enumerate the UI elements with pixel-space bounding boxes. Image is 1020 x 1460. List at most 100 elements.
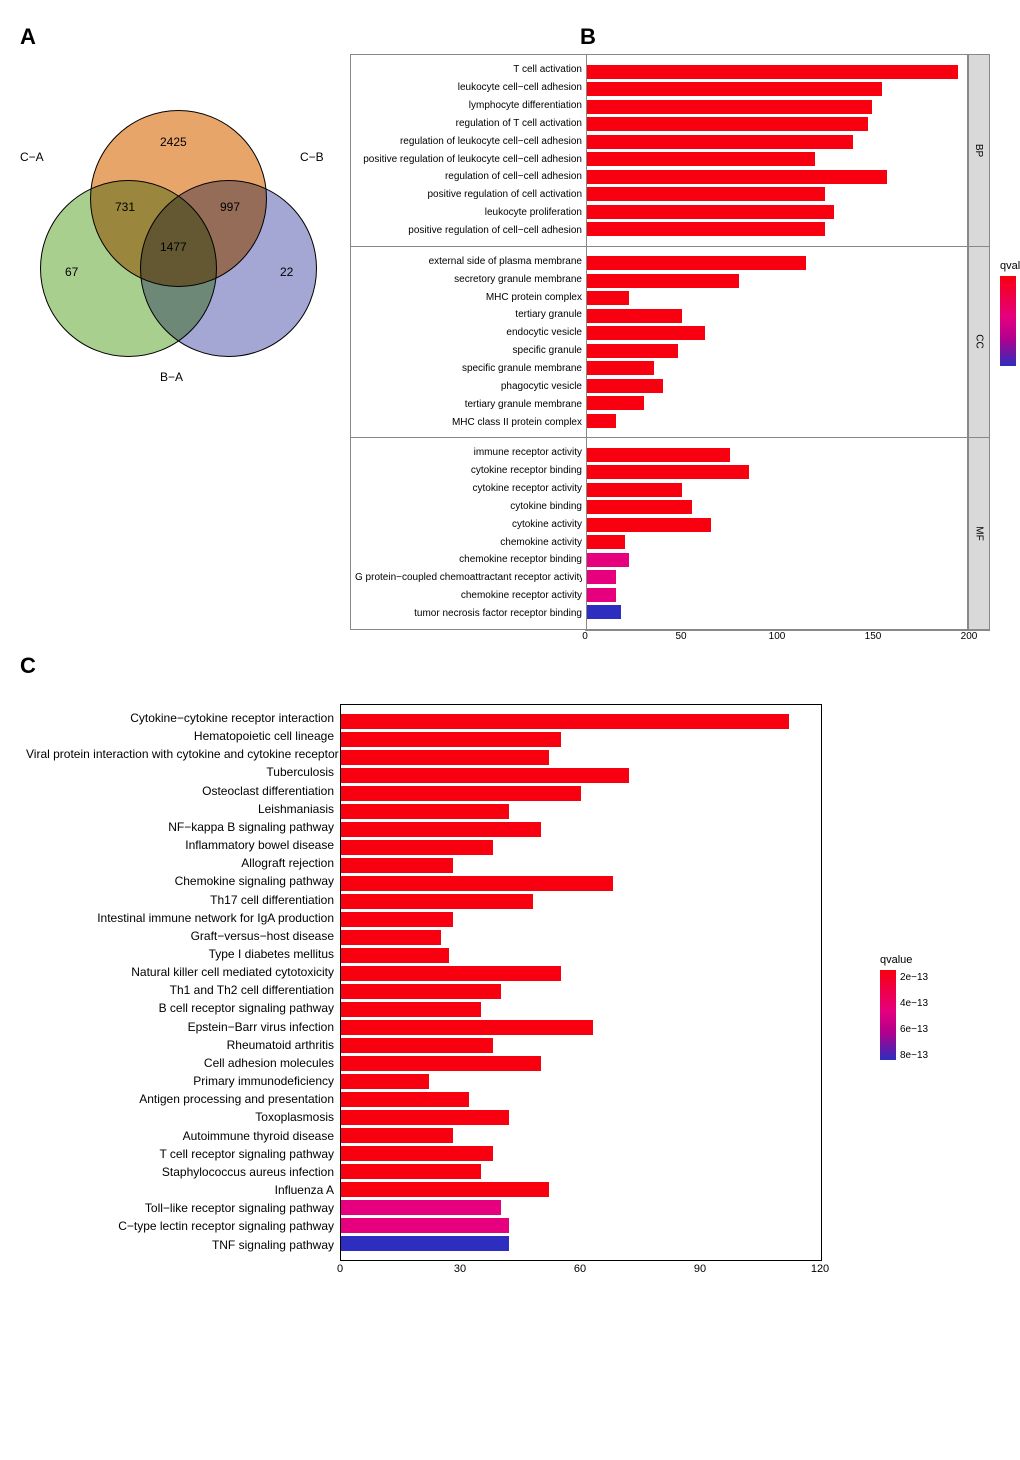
bar-label: tertiary granule membrane xyxy=(355,399,582,410)
venn-set-right-label: C−B xyxy=(300,150,324,164)
bar-label: Osteoclast differentiation xyxy=(26,785,334,798)
bar-label: regulation of leukocyte cell−cell adhesi… xyxy=(355,136,582,147)
bar-label: C−type lectin receptor signaling pathway xyxy=(26,1220,334,1233)
facet-strip-label: BP xyxy=(974,144,985,157)
bar xyxy=(587,361,654,375)
legend-tick: 8e−13 xyxy=(900,1050,928,1061)
bar xyxy=(587,605,621,619)
venn-n-left: 67 xyxy=(65,265,78,279)
bar xyxy=(587,570,616,584)
bar-label: T cell activation xyxy=(355,64,582,75)
bar-label: NF−kappa B signaling pathway xyxy=(26,821,334,834)
xtick: 0 xyxy=(582,631,588,642)
xtick: 30 xyxy=(454,1263,466,1275)
bar xyxy=(341,714,789,729)
facet-cc: external side of plasma membrane secretor… xyxy=(351,246,989,438)
bar-label: cytokine receptor activity xyxy=(355,483,582,494)
bar-label: TNF signaling pathway xyxy=(26,1239,334,1252)
bar-label: lymphocyte differentiation xyxy=(355,100,582,111)
legend-c-colorbar xyxy=(880,970,896,1060)
bar xyxy=(341,1020,593,1035)
bar-label: Toxoplasmosis xyxy=(26,1111,334,1124)
bar-label: endocytic vesicle xyxy=(355,327,582,338)
bar xyxy=(587,170,887,184)
bar-label: secretory granule membrane xyxy=(355,274,582,285)
bar xyxy=(341,966,561,981)
bar xyxy=(587,205,834,219)
bar-label: specific granule xyxy=(355,345,582,356)
bar-label: Influenza A xyxy=(26,1184,334,1197)
bar xyxy=(341,984,501,999)
xtick: 200 xyxy=(961,631,978,642)
bar xyxy=(587,256,806,270)
panel-c-label: C xyxy=(20,653,992,679)
bar-label: Viral protein interaction with cytokine … xyxy=(26,748,334,761)
legend-b-colorbar xyxy=(1000,276,1016,366)
bar-label: Primary immunodeficiency xyxy=(26,1075,334,1088)
bar-label: Natural killer cell mediated cytotoxicit… xyxy=(26,966,334,979)
bar-label: Leishmaniasis xyxy=(26,803,334,816)
panel-a-label: A xyxy=(20,24,332,50)
xtick: 60 xyxy=(574,1263,586,1275)
bar-label: MHC class II protein complex xyxy=(355,417,582,428)
bar-label: cytokine receptor binding xyxy=(355,465,582,476)
bar xyxy=(341,912,453,927)
bar-label: cytokine binding xyxy=(355,501,582,512)
venn-diagram: C−A C−B B−A 2425 67 22 731 997 1477 xyxy=(20,110,320,390)
panel-c: Cytokine−cytokine receptor interactionHe… xyxy=(20,704,980,1261)
bar-label: Epstein−Barr virus infection xyxy=(26,1021,334,1034)
bar xyxy=(341,876,613,891)
legend-tick: 4e−13 xyxy=(900,998,928,1009)
bar-label: Tuberculosis xyxy=(26,766,334,779)
bar xyxy=(341,750,549,765)
bar xyxy=(587,65,958,79)
bar-label: positive regulation of leukocyte cell−ce… xyxy=(355,154,582,165)
bar xyxy=(341,1182,549,1197)
legend-b-title: qvalue xyxy=(1000,260,1020,272)
venn-n-right: 22 xyxy=(280,265,293,279)
bar-label: Inflammatory bowel disease xyxy=(26,839,334,852)
bar xyxy=(341,732,561,747)
bar-label: tumor necrosis factor receptor binding xyxy=(355,608,582,619)
bar xyxy=(587,274,739,288)
bar xyxy=(587,309,682,323)
legend-c-title: qvalue xyxy=(880,954,940,966)
bar-label: leukocyte proliferation xyxy=(355,207,582,218)
venn-n-tl: 731 xyxy=(115,200,135,214)
panel-b-xaxis: 050100150200 xyxy=(585,630,990,649)
bar xyxy=(587,553,629,567)
bar xyxy=(587,500,692,514)
bar-label: Th1 and Th2 cell differentiation xyxy=(26,984,334,997)
bar-label: Th17 cell differentiation xyxy=(26,894,334,907)
kegg-bar-chart xyxy=(340,704,822,1261)
bar xyxy=(587,396,644,410)
bar xyxy=(587,135,853,149)
bar-label: Staphylococcus aureus infection xyxy=(26,1166,334,1179)
bar-label: Chemokine signaling pathway xyxy=(26,875,334,888)
panel-c-container: C Cytokine−cytokine receptor interaction… xyxy=(20,653,1000,1261)
bar-label: positive regulation of cell−cell adhesio… xyxy=(355,225,582,236)
bar-label: Antigen processing and presentation xyxy=(26,1093,334,1106)
bar-label: Cell adhesion molecules xyxy=(26,1057,334,1070)
bar xyxy=(341,1128,453,1143)
panel-b: B T cell activationleukocyte cell−cell a… xyxy=(350,20,990,649)
bar xyxy=(587,588,616,602)
bar xyxy=(341,1218,509,1233)
bar-label: chemokine receptor activity xyxy=(355,590,582,601)
bar-label: Hematopoietic cell lineage xyxy=(26,730,334,743)
bar-label: external side of plasma membrane xyxy=(355,256,582,267)
facet-mf: immune receptor activitycytokine recepto… xyxy=(351,437,989,629)
bar xyxy=(341,1146,493,1161)
bar-label: tertiary granule xyxy=(355,309,582,320)
bar xyxy=(587,379,663,393)
bar xyxy=(587,326,705,340)
bar-label: chemokine activity xyxy=(355,537,582,548)
panel-b-legend: qvalue 2e−104e−106e−10 xyxy=(1000,260,1020,366)
facet-strip-label: CC xyxy=(973,335,984,349)
bar-label: specific granule membrane xyxy=(355,363,582,374)
panel-c-xaxis: 0306090120 xyxy=(340,1263,820,1281)
bar-label: MHC protein complex xyxy=(355,292,582,303)
bar-label: Intestinal immune network for IgA produc… xyxy=(26,912,334,925)
bar xyxy=(341,894,533,909)
bar-label: Allograft rejection xyxy=(26,857,334,870)
